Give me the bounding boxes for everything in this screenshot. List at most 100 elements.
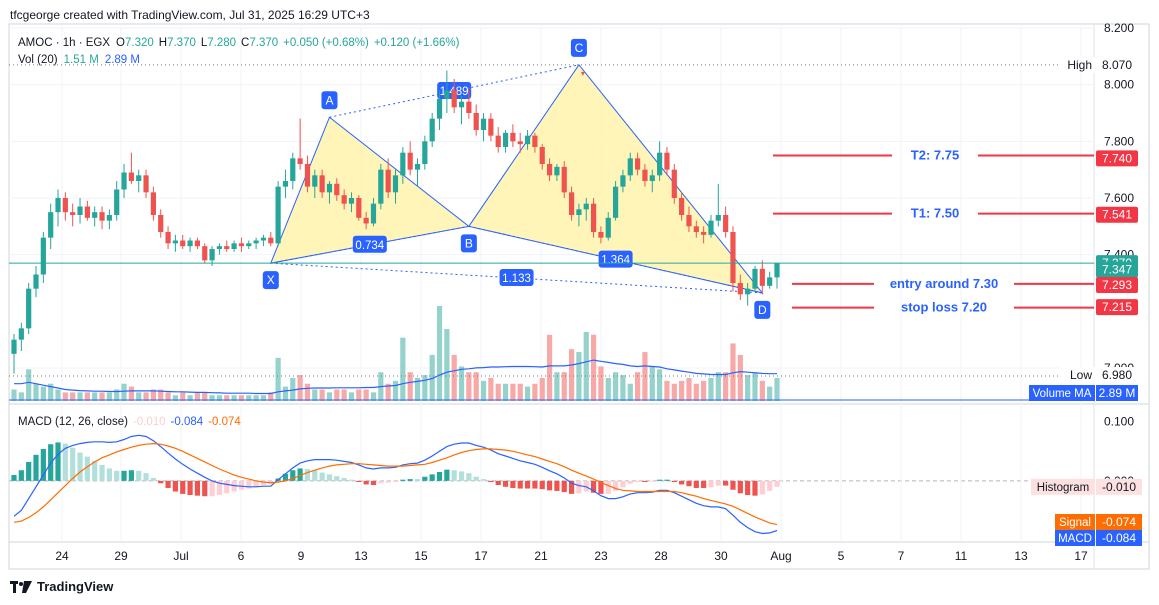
candle-body[interactable] bbox=[767, 277, 773, 286]
candle-body[interactable] bbox=[444, 90, 450, 99]
symbol-legend[interactable]: AMOC · 1h · EGX O7.320 H7.370 L7.280 C7.370 +… bbox=[18, 37, 460, 49]
candle-body[interactable] bbox=[693, 226, 699, 232]
candle-body[interactable] bbox=[598, 232, 604, 238]
candle-body[interactable] bbox=[436, 98, 443, 119]
candle-body[interactable] bbox=[363, 217, 369, 224]
candle-body[interactable] bbox=[392, 175, 399, 193]
candle-body[interactable] bbox=[524, 135, 531, 145]
candle-body[interactable] bbox=[745, 288, 751, 295]
candle-body[interactable] bbox=[180, 240, 186, 247]
candle-body[interactable] bbox=[260, 237, 267, 241]
candle-body[interactable] bbox=[165, 232, 171, 244]
macd-line[interactable] bbox=[13, 434, 778, 535]
candle-body[interactable] bbox=[194, 240, 201, 247]
candle-body[interactable] bbox=[532, 135, 538, 147]
candle-body[interactable] bbox=[18, 328, 24, 340]
candle-body[interactable] bbox=[326, 183, 333, 193]
harmonic-point-badge[interactable] bbox=[262, 271, 279, 290]
candle-body[interactable] bbox=[480, 118, 487, 130]
harmonic-point-badge[interactable] bbox=[570, 38, 587, 57]
macd-legend[interactable]: MACD (12, 26, close) -0.010 -0.084 -0.074 bbox=[18, 416, 241, 428]
candle-body[interactable] bbox=[605, 217, 611, 238]
candle-body[interactable] bbox=[546, 164, 553, 176]
candle-body[interactable] bbox=[246, 243, 252, 247]
macd-pane[interactable] bbox=[11, 434, 780, 535]
harmonic-point-badge[interactable] bbox=[321, 91, 338, 110]
candle-body[interactable] bbox=[11, 339, 17, 354]
candle-body[interactable] bbox=[304, 164, 311, 187]
annotation-label[interactable]: entry around 7.30 bbox=[890, 276, 998, 291]
candle-body[interactable] bbox=[400, 152, 406, 176]
candle-body[interactable] bbox=[370, 203, 377, 224]
candle-body[interactable] bbox=[40, 237, 46, 275]
candle-body[interactable] bbox=[275, 186, 281, 244]
candle-body[interactable] bbox=[282, 181, 289, 187]
candle-body[interactable] bbox=[92, 212, 98, 218]
candle-body[interactable] bbox=[679, 198, 685, 215]
signal-line[interactable] bbox=[13, 442, 778, 526]
candle-body[interactable] bbox=[26, 288, 32, 329]
candle-body[interactable] bbox=[158, 215, 164, 232]
candle-body[interactable] bbox=[539, 147, 545, 164]
candlestick-series[interactable] bbox=[11, 70, 780, 374]
candle-body[interactable] bbox=[202, 246, 208, 261]
candle-body[interactable] bbox=[312, 175, 318, 187]
candle-body[interactable] bbox=[106, 215, 112, 221]
candle-body[interactable] bbox=[590, 203, 597, 232]
candle-body[interactable] bbox=[473, 113, 479, 130]
candle-body[interactable] bbox=[84, 206, 90, 218]
candle-body[interactable] bbox=[150, 192, 156, 215]
volume-legend[interactable]: Vol (20) 1.51 M 2.89 M bbox=[18, 54, 140, 66]
candle-body[interactable] bbox=[502, 132, 509, 147]
candle-body[interactable] bbox=[451, 90, 457, 108]
harmonic-ratio-badge[interactable] bbox=[499, 269, 534, 287]
candle-body[interactable] bbox=[187, 240, 193, 247]
harmonic-ratio-badge[interactable] bbox=[352, 235, 387, 253]
candle-body[interactable] bbox=[128, 172, 134, 182]
candle-body[interactable] bbox=[238, 243, 245, 247]
candle-body[interactable] bbox=[407, 152, 413, 170]
candle-body[interactable] bbox=[114, 189, 120, 216]
candle-body[interactable] bbox=[488, 118, 494, 136]
candle-body[interactable] bbox=[568, 192, 575, 215]
candle-body[interactable] bbox=[708, 220, 714, 235]
candle-body[interactable] bbox=[517, 141, 523, 145]
candle-body[interactable] bbox=[759, 268, 765, 286]
candle-body[interactable] bbox=[172, 240, 179, 244]
candle-body[interactable] bbox=[70, 212, 76, 215]
candle-body[interactable] bbox=[216, 246, 223, 249]
candle-body[interactable] bbox=[385, 169, 391, 193]
candle-body[interactable] bbox=[48, 212, 54, 238]
candle-body[interactable] bbox=[356, 198, 362, 218]
candle-body[interactable] bbox=[620, 175, 626, 187]
candle-body[interactable] bbox=[422, 141, 428, 164]
candle-body[interactable] bbox=[774, 263, 780, 278]
candle-body[interactable] bbox=[136, 175, 142, 181]
candle-body[interactable] bbox=[253, 240, 259, 244]
candle-body[interactable] bbox=[297, 158, 303, 164]
candle-body[interactable] bbox=[671, 169, 677, 198]
candle-body[interactable] bbox=[612, 186, 619, 218]
candle-body[interactable] bbox=[752, 268, 758, 289]
annotation-label[interactable]: stop loss 7.20 bbox=[901, 300, 987, 315]
candle-body[interactable] bbox=[334, 183, 340, 196]
candle-body[interactable] bbox=[730, 232, 736, 283]
candle-body[interactable] bbox=[466, 101, 472, 113]
candle-body[interactable] bbox=[429, 118, 435, 142]
candle-body[interactable] bbox=[348, 198, 355, 204]
candle-body[interactable] bbox=[554, 166, 560, 176]
candle-body[interactable] bbox=[77, 206, 83, 216]
harmonic-point-badge[interactable] bbox=[754, 300, 771, 319]
annotation-label[interactable]: T2: 7.75 bbox=[911, 148, 959, 163]
candle-body[interactable] bbox=[319, 175, 325, 193]
candle-body[interactable] bbox=[231, 243, 237, 249]
candle-body[interactable] bbox=[576, 209, 582, 215]
candle-body[interactable] bbox=[224, 246, 230, 249]
candle-body[interactable] bbox=[121, 172, 127, 190]
candle-body[interactable] bbox=[649, 175, 655, 181]
candle-body[interactable] bbox=[99, 212, 105, 221]
candle-body[interactable] bbox=[458, 101, 465, 108]
candle-body[interactable] bbox=[686, 215, 692, 227]
candle-body[interactable] bbox=[723, 215, 729, 232]
